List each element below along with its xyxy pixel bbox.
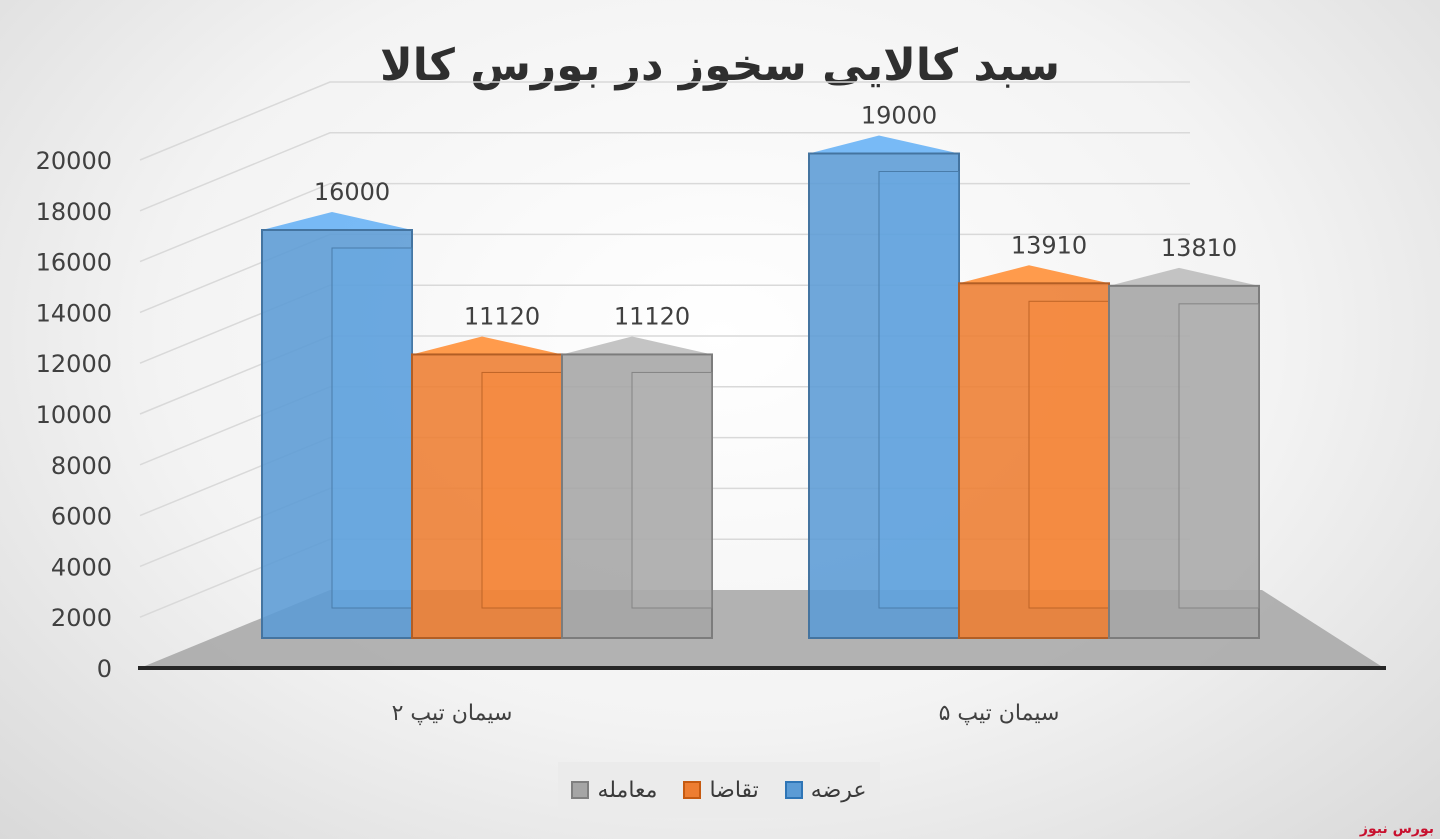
y-tick-label: 20000 (36, 147, 112, 175)
x-tick-label: سیمان تیپ ۵ (939, 701, 1060, 726)
y-tick-label: 14000 (36, 299, 112, 327)
data-labels: 16000 11120 11120 19000 13910 13810 (314, 102, 1237, 331)
bar-top-face (959, 265, 1109, 284)
legend-label-supply: عرضه (810, 777, 867, 803)
y-tick-label: 0 (97, 655, 112, 683)
bar-inner-face (331, 247, 413, 609)
bar-inner-face (631, 371, 713, 609)
legend-label-trade: معامله (597, 777, 658, 803)
data-label: 16000 (314, 178, 390, 206)
legend-item-supply: عرضه (784, 777, 867, 803)
x-axis: سیمان تیپ ۲ سیمان تیپ ۵ (392, 701, 1060, 726)
gridline (139, 81, 1190, 161)
legend-item-trade: معامله (571, 778, 657, 803)
bar-inner-face (1178, 303, 1260, 609)
gridline (139, 132, 1190, 212)
y-axis: 0 2000 4000 6000 8000 10000 12000 14000 16000 180… (36, 147, 112, 683)
x-tick-label: سیمان تیپ ۲ (392, 701, 513, 726)
bar-inner-face (481, 371, 563, 609)
watermark-text: بورس نیوز (1359, 821, 1434, 837)
data-label: 13810 (1161, 234, 1237, 262)
bar-top-face (262, 212, 412, 230)
y-tick-label: 18000 (36, 198, 112, 226)
y-tick-label: 16000 (36, 249, 112, 277)
y-tick-label: 10000 (36, 401, 112, 429)
data-label: 19000 (861, 102, 937, 130)
data-label: 11120 (464, 302, 540, 330)
bar (808, 152, 960, 639)
legend-label-demand: تقاضا (709, 777, 759, 803)
bar (1108, 284, 1260, 639)
y-tick-label: 4000 (51, 553, 112, 581)
y-tick-label: 12000 (36, 350, 112, 378)
data-label: 13910 (1011, 231, 1087, 259)
bar-top-face (412, 336, 562, 355)
bar-top-face (562, 336, 712, 355)
bars-group (261, 135, 1260, 639)
bar (958, 282, 1110, 639)
legend-swatch-demand (683, 781, 702, 799)
bar-top-face (809, 135, 959, 154)
data-label: 11120 (614, 302, 690, 330)
y-tick-label: 2000 (51, 604, 112, 632)
bar-top-face (1109, 267, 1259, 286)
bar-inner-face (1028, 300, 1110, 609)
legend-swatch-trade (571, 781, 590, 799)
legend-item-demand: تقاضا (683, 777, 759, 803)
bar (261, 229, 413, 639)
legend: عرضه تقاضا معامله (558, 762, 880, 818)
legend-swatch-supply (784, 781, 803, 799)
bar (411, 353, 563, 639)
bar-inner-face (878, 171, 960, 609)
y-tick-label: 8000 (51, 452, 112, 480)
chart-title: سبد کالایی سخوز در بورس کالا (380, 40, 1060, 91)
y-tick-label: 6000 (51, 503, 112, 531)
